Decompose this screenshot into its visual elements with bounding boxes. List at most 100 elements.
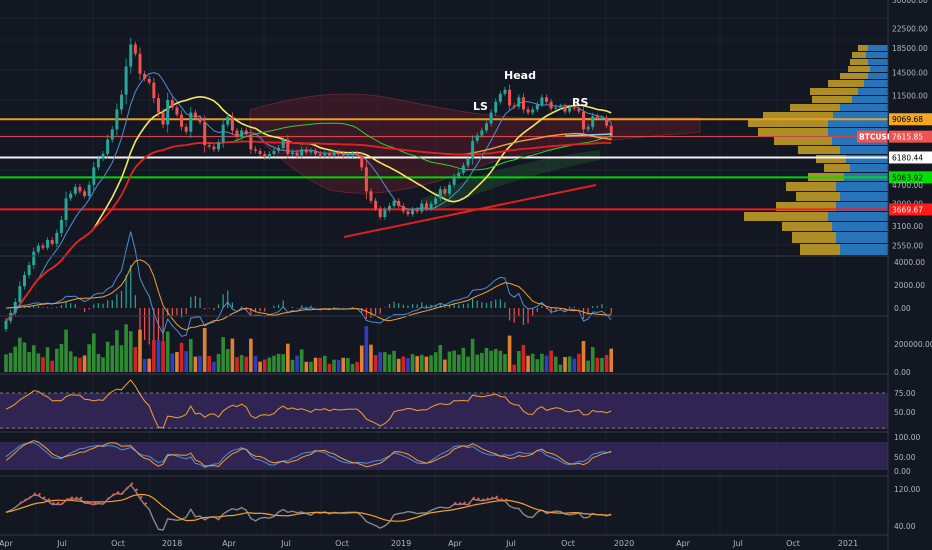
volume-bar (466, 356, 470, 372)
price-axis[interactable]: 30000.00 22500.00 18500.00 14500.00 11500.00… (857, 0, 932, 531)
price-tag: 9069.68 (892, 115, 923, 124)
candle (110, 129, 114, 140)
oscillator-pane[interactable] (5, 482, 612, 531)
price-pane[interactable]: Head LS RS (0, 37, 888, 332)
candle (374, 200, 378, 209)
pane-band (0, 393, 888, 429)
candle (32, 251, 36, 266)
price-tick: 11500.00 (892, 92, 928, 101)
volume-pane[interactable] (4, 324, 614, 372)
volume-bar (586, 360, 590, 372)
candle (124, 66, 128, 95)
candle (212, 146, 216, 150)
volume-bar (452, 350, 456, 372)
time-tick: 2020 (614, 539, 634, 548)
volume-bar (540, 353, 544, 372)
candle (203, 122, 207, 146)
macd-pane[interactable] (5, 231, 612, 352)
volume-bar (429, 355, 433, 372)
right-shoulder-label: RS (572, 96, 588, 109)
profile-blue (840, 104, 888, 111)
profile-gold (744, 212, 828, 221)
profile-blue (870, 66, 888, 72)
profile-gold (810, 88, 858, 95)
volume-bar (410, 354, 415, 372)
volume-bar (87, 344, 91, 372)
volume-bar (309, 361, 313, 372)
candle (304, 149, 308, 153)
candle (512, 105, 516, 107)
time-axis[interactable]: Apr Jul Oct 2018 Apr Jul Oct 2019 Apr Jul Oct 2020 A… (0, 539, 858, 548)
volume-bar (105, 341, 110, 372)
profile-gold (774, 137, 832, 145)
volume-bar (272, 355, 276, 372)
candle (64, 198, 68, 221)
volume-bar (336, 359, 341, 372)
candle (494, 101, 498, 113)
candle (101, 153, 105, 159)
profile-blue (864, 80, 888, 87)
candle (605, 117, 609, 126)
volume-bar (350, 363, 355, 372)
volume-bar (68, 351, 73, 372)
candle (258, 150, 262, 154)
profile-blue (840, 146, 888, 154)
stoch-rsi-pane[interactable] (0, 440, 888, 470)
volume-bar (355, 361, 359, 372)
volume-bar (142, 358, 147, 372)
profile-blue (868, 59, 888, 65)
volume-bar (318, 357, 322, 372)
volume-bar (604, 354, 609, 372)
volume-bar (498, 350, 503, 372)
volume-bar (147, 358, 152, 372)
candle (55, 232, 59, 244)
candle (87, 184, 91, 196)
candle (129, 44, 133, 67)
volume-bar (373, 355, 378, 372)
volume-bar (581, 341, 586, 372)
volume-bar (456, 354, 461, 372)
candle (484, 123, 488, 131)
candle (498, 93, 502, 102)
candle (198, 117, 202, 123)
candle (83, 191, 87, 196)
profile-gold (798, 146, 840, 154)
candle (378, 208, 382, 218)
candle (429, 203, 433, 209)
volume-bar (535, 359, 540, 372)
time-tick: Apr (222, 539, 237, 548)
volume-bar (359, 345, 364, 372)
rsi-pane[interactable] (0, 379, 888, 429)
volume-profile (744, 45, 888, 255)
volume-bar (152, 340, 156, 372)
profile-blue (833, 112, 888, 119)
candle (244, 130, 248, 135)
candle (295, 152, 299, 156)
candle (489, 112, 493, 124)
macd-signal (5, 259, 612, 331)
volume-bar (31, 345, 36, 372)
profile-gold (812, 96, 852, 103)
time-tick: Jul (505, 539, 516, 548)
pane-tick: 50.00 (894, 453, 916, 462)
volume-bar (590, 346, 595, 372)
volume-bar (73, 356, 78, 372)
neckline (564, 133, 613, 137)
price-tag: 4700.00 (892, 181, 923, 190)
time-tick: Jul (56, 539, 67, 548)
volume-bar (553, 356, 558, 372)
candle (397, 200, 401, 206)
horizontal-levels (0, 118, 888, 211)
candle (147, 78, 151, 83)
volume-bar (401, 356, 406, 372)
candle (267, 153, 271, 158)
volume-bar (521, 344, 526, 372)
candle (193, 112, 197, 118)
candle (156, 98, 160, 113)
candle (96, 158, 100, 168)
symbol-tag-bg (857, 130, 887, 143)
profile-gold (796, 192, 840, 201)
left-shoulder-label: LS (473, 100, 488, 113)
profile-blue (868, 45, 888, 51)
